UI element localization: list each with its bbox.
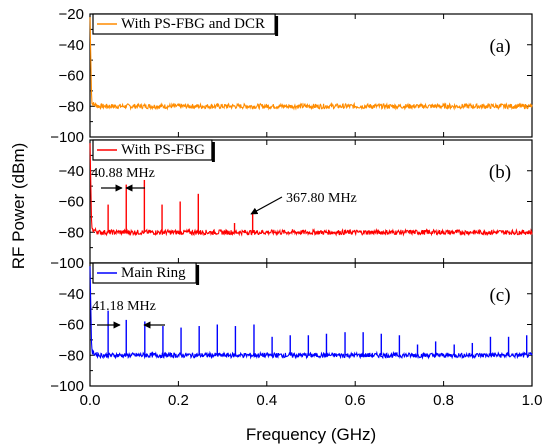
y-tick-label: −60 xyxy=(59,194,84,211)
x-axis-title: Frequency (GHz) xyxy=(246,425,376,444)
x-tick-label: 0.4 xyxy=(256,392,277,409)
y-tick-label: −80 xyxy=(59,347,84,364)
y-tick-label: −80 xyxy=(59,98,84,115)
annotation-c-spacing-label: 41.18 MHz xyxy=(92,299,156,314)
legend-shadow xyxy=(196,265,200,285)
legend-label: With PS-FBG xyxy=(121,142,205,158)
annotation-c-spacing: 41.18 MHz xyxy=(92,299,165,329)
legend-shadow xyxy=(275,16,279,36)
legend-shadow xyxy=(211,142,215,162)
noise-trace xyxy=(89,143,533,237)
panel-letter: (a) xyxy=(489,36,510,57)
y-tick-label: −40 xyxy=(59,163,84,180)
panels-layer: −20 −40 −60 −80 −100 With PS-FBG and DCR (a) −4… xyxy=(50,6,542,409)
panel-2: −40 −60 −80 −100 With PS-FBG (b) xyxy=(50,139,533,272)
x-tick-label: 0.6 xyxy=(345,392,366,409)
legend-label: Main Ring xyxy=(121,265,186,281)
y-tick-label: −100 xyxy=(50,378,84,395)
y-tick-label: −40 xyxy=(59,286,84,303)
panel-3: −40 −60 −80 −100 Main Ring (c) xyxy=(50,262,533,395)
y-tick-label: −60 xyxy=(59,317,84,334)
noise-trace xyxy=(89,17,533,111)
y-tick-label: −20 xyxy=(59,6,84,23)
panel-letter: (c) xyxy=(489,285,510,306)
annotation-b-peak-arrow xyxy=(250,196,283,215)
legend: With PS-FBG xyxy=(92,139,215,162)
x-tick-label: 0.2 xyxy=(168,392,189,409)
x-tick-label: 0.0 xyxy=(80,392,101,409)
legend: Main Ring xyxy=(92,262,200,285)
y-tick-label: −100 xyxy=(50,129,84,146)
x-tick-label: 1.0 xyxy=(522,392,543,409)
annotation-b-peak-label: 367.80 MHz xyxy=(286,191,357,206)
panel-1: −20 −40 −60 −80 −100 With PS-FBG and DCR (a) xyxy=(50,6,533,146)
panel-letter: (b) xyxy=(489,162,511,183)
x-tick-label: 0.8 xyxy=(433,392,454,409)
annotation-b-peak: 367.80 MHz xyxy=(250,191,357,215)
y-tick-label: −40 xyxy=(59,37,84,54)
annotation-b-spacing: 40.88 MHz xyxy=(91,166,155,192)
annotation-b-spacing-label: 40.88 MHz xyxy=(91,166,155,181)
y-tick-label: −80 xyxy=(59,224,84,241)
legend-label: With PS-FBG and DCR xyxy=(121,16,265,32)
y-tick-label: −60 xyxy=(59,68,84,85)
noise-trace xyxy=(89,266,533,360)
y-axis-title: RF Power (dBm) xyxy=(9,143,28,270)
legend: With PS-FBG and DCR xyxy=(92,13,279,36)
y-tick-label: −100 xyxy=(50,255,84,272)
